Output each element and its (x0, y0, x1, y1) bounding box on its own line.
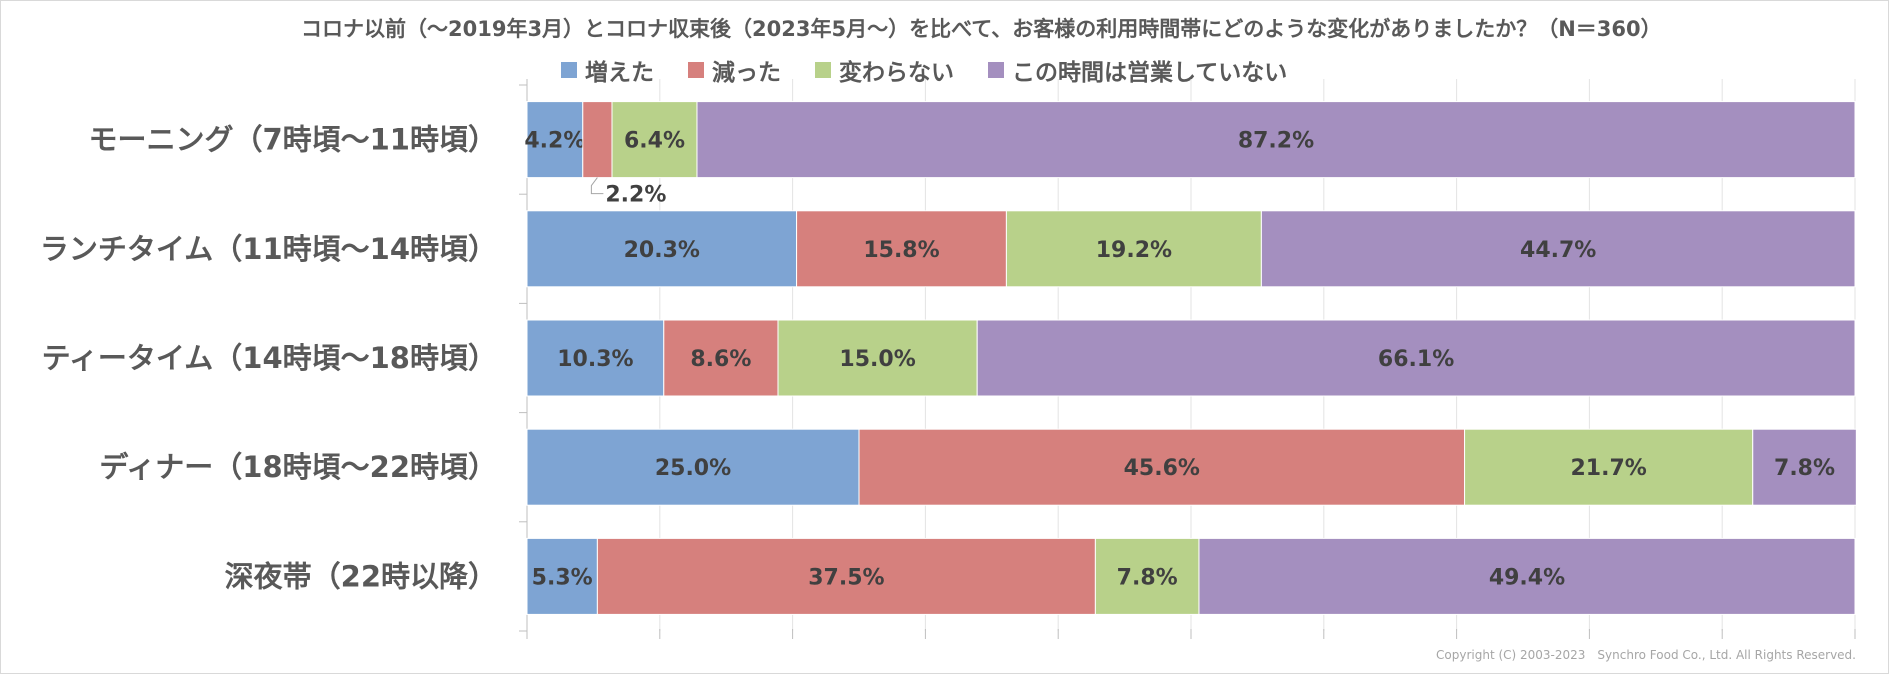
data-label: 2.2% (605, 183, 666, 208)
data-label: 66.1% (1378, 347, 1454, 372)
data-label: 8.6% (690, 347, 751, 372)
legend-swatch-increased (561, 62, 577, 78)
chart-title: コロナ以前（～2019年3月）とコロナ収束後（2023年5月～）を比べて、お客様… (301, 17, 1662, 41)
data-label: 49.4% (1489, 565, 1565, 590)
legend-label-increased: 増えた (585, 60, 654, 86)
legend-swatch-not-open (988, 62, 1004, 78)
category-label: ランチタイム（11時頃～14時頃） (40, 232, 497, 266)
chart-legend: 増えた 減った 変わらない この時間は営業していない (561, 53, 1287, 87)
bar-segment (663, 319, 779, 397)
bar-segment (777, 319, 978, 397)
bar-segment (582, 101, 613, 179)
category-label: ディナー（18時頃～22時頃） (99, 450, 497, 484)
bar-segment (1005, 210, 1262, 288)
data-label: 25.0% (655, 456, 731, 481)
bar-segment (526, 428, 860, 506)
bar-segment (696, 101, 1856, 179)
legend-item-unchanged: 変わらない (815, 53, 954, 87)
data-label: 45.6% (1124, 456, 1200, 481)
data-label: 44.7% (1520, 238, 1596, 263)
data-label: 19.2% (1096, 238, 1172, 263)
data-label: 4.2% (524, 129, 585, 154)
data-label: 87.2% (1238, 129, 1314, 154)
bar-segment (1752, 428, 1857, 506)
bar-segment (1260, 210, 1856, 288)
bar-segment (976, 319, 1856, 397)
data-label: 7.8% (1774, 456, 1835, 481)
legend-label-unchanged: 変わらない (839, 60, 954, 86)
data-label: 10.3% (557, 347, 633, 372)
bar-segment (858, 428, 1466, 506)
data-label: 7.8% (1117, 565, 1178, 590)
legend-label-decreased: 減った (712, 60, 781, 86)
bar-segment (526, 319, 665, 397)
bar-segment (1464, 428, 1754, 506)
data-label: 21.7% (1570, 456, 1646, 481)
bar-segment (611, 101, 698, 179)
bar-segment (796, 210, 1007, 288)
legend-swatch-unchanged (815, 62, 831, 78)
leader-line (590, 177, 604, 195)
legend-swatch-decreased (688, 62, 704, 78)
data-label: 6.4% (624, 129, 685, 154)
bar-segment (1198, 537, 1856, 615)
category-label: ティータイム（14時頃～18時頃） (42, 341, 497, 375)
copyright-text: Copyright (C) 2003-2023 Synchro Food Co.… (1436, 648, 1856, 662)
data-label: 37.5% (808, 565, 884, 590)
data-label: 15.8% (863, 238, 939, 263)
bar-segment (1094, 537, 1200, 615)
bar-segment (526, 101, 584, 179)
category-label: モーニング（7時頃～11時頃） (88, 123, 497, 157)
data-label: 15.0% (839, 347, 915, 372)
category-label: 深夜帯（22時以降） (225, 559, 497, 593)
legend-item-increased: 増えた (561, 53, 654, 87)
data-label: 5.3% (532, 565, 593, 590)
data-label: 20.3% (624, 238, 700, 263)
bar-segment (526, 210, 798, 288)
legend-item-decreased: 減った (688, 53, 781, 87)
